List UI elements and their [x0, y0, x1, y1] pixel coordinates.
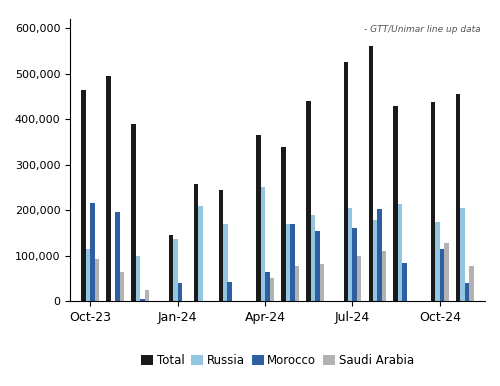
Bar	[115, 212, 119, 301]
Bar	[378, 209, 382, 301]
Bar	[456, 94, 460, 301]
Bar	[470, 266, 474, 301]
Legend: Total, Russia, Morocco, Saudi Arabia: Total, Russia, Morocco, Saudi Arabia	[136, 349, 418, 372]
Bar	[310, 215, 315, 301]
Bar	[265, 271, 270, 301]
Bar	[402, 263, 407, 301]
Bar	[286, 224, 290, 301]
Bar	[228, 281, 232, 301]
Bar	[440, 249, 444, 301]
Bar	[465, 283, 469, 301]
Bar	[368, 46, 373, 301]
Bar	[294, 266, 299, 301]
Bar	[86, 249, 90, 301]
Bar	[373, 220, 378, 301]
Bar	[394, 106, 398, 301]
Bar	[178, 283, 182, 301]
Bar	[357, 256, 362, 301]
Bar	[315, 231, 320, 301]
Bar	[140, 299, 144, 301]
Bar	[436, 222, 440, 301]
Bar	[306, 101, 310, 301]
Bar	[256, 135, 260, 301]
Bar	[218, 190, 223, 301]
Bar	[81, 90, 86, 301]
Bar	[144, 290, 149, 301]
Text: - GTT/Unimar line up data: - GTT/Unimar line up data	[364, 25, 481, 34]
Bar	[290, 224, 294, 301]
Bar	[382, 251, 386, 301]
Bar	[352, 229, 357, 301]
Bar	[90, 203, 94, 301]
Bar	[120, 271, 124, 301]
Bar	[198, 206, 202, 301]
Bar	[260, 188, 265, 301]
Bar	[281, 147, 285, 301]
Bar	[348, 208, 352, 301]
Bar	[168, 235, 173, 301]
Bar	[223, 224, 228, 301]
Bar	[94, 259, 99, 301]
Bar	[194, 184, 198, 301]
Bar	[444, 243, 449, 301]
Bar	[270, 278, 274, 301]
Bar	[320, 264, 324, 301]
Bar	[344, 63, 348, 301]
Bar	[131, 124, 136, 301]
Bar	[460, 208, 465, 301]
Bar	[173, 239, 178, 301]
Bar	[136, 256, 140, 301]
Bar	[106, 76, 110, 301]
Bar	[398, 204, 402, 301]
Bar	[431, 102, 436, 301]
